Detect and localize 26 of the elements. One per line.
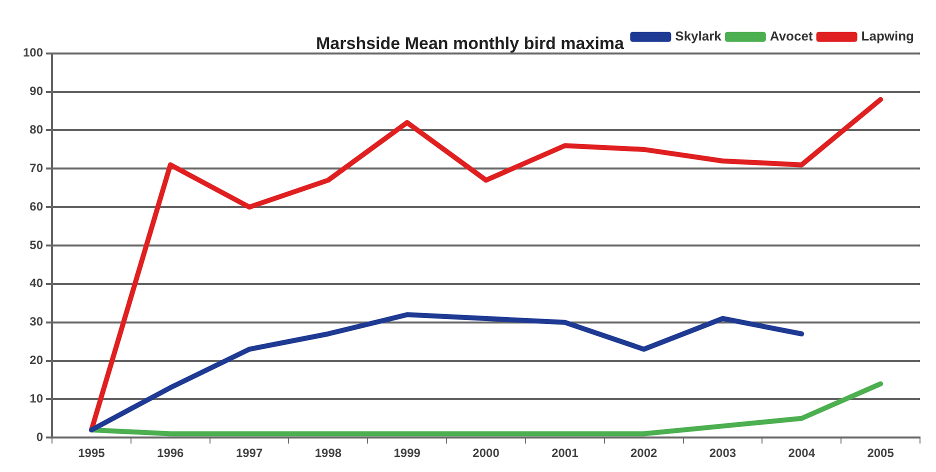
y-tick-label: 10 xyxy=(30,391,44,406)
x-tick-label: 2000 xyxy=(472,446,500,460)
x-tick-label: 1999 xyxy=(394,446,421,460)
legend-label: Avocet xyxy=(770,28,814,44)
y-tick-label: 60 xyxy=(30,199,44,214)
chart-title: Marshside Mean monthly bird maxima xyxy=(316,34,625,53)
x-tick-label: 2004 xyxy=(788,446,816,460)
y-tick-label: 70 xyxy=(30,160,44,175)
y-tick-label: 40 xyxy=(30,276,44,290)
x-tick-label: 1995 xyxy=(78,446,106,460)
y-tick-label: 90 xyxy=(30,84,44,98)
x-tick-label: 1997 xyxy=(236,446,263,460)
y-tick-label: 30 xyxy=(30,314,44,329)
y-tick-label: 100 xyxy=(22,46,44,60)
x-tick-label: 1996 xyxy=(157,446,184,460)
legend-label: Skylark xyxy=(675,28,722,44)
x-tick-label: 2002 xyxy=(630,446,658,460)
y-tick-label: 80 xyxy=(30,122,44,137)
y-tick-label: 50 xyxy=(30,238,44,252)
x-tick-label: 2005 xyxy=(867,446,894,460)
x-tick-label: 1998 xyxy=(314,446,342,460)
x-tick-label: 2001 xyxy=(552,446,579,460)
y-tick-label: 0 xyxy=(36,430,44,444)
legend-label: Lapwing xyxy=(861,28,914,44)
y-tick-label: 20 xyxy=(30,353,44,368)
x-tick-label: 2003 xyxy=(709,446,736,460)
